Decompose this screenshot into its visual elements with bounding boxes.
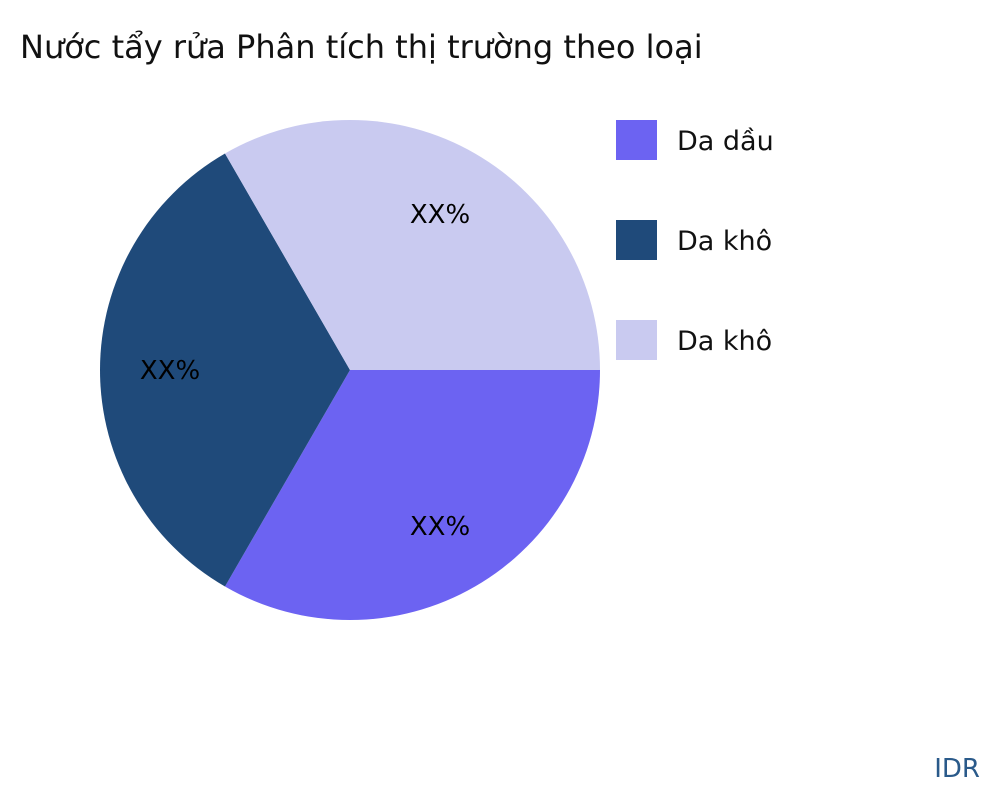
legend-swatch (616, 220, 657, 260)
pie-slice-3 (225, 119, 600, 370)
legend-swatch (616, 120, 657, 160)
legend-label: Da khô (677, 226, 772, 257)
slice-data-label: XX% (140, 356, 200, 386)
slice-data-label: XX% (410, 512, 470, 542)
legend-label: Da dầu (677, 126, 774, 157)
legend-swatch (616, 320, 657, 360)
chart-title: Nước tẩy rửa Phân tích thị trường theo l… (20, 28, 703, 66)
legend-label: Da khô (677, 326, 772, 357)
pie-slice-1 (225, 370, 600, 620)
watermark-logo: IDR (934, 754, 980, 784)
slice-data-label: XX% (410, 200, 470, 230)
